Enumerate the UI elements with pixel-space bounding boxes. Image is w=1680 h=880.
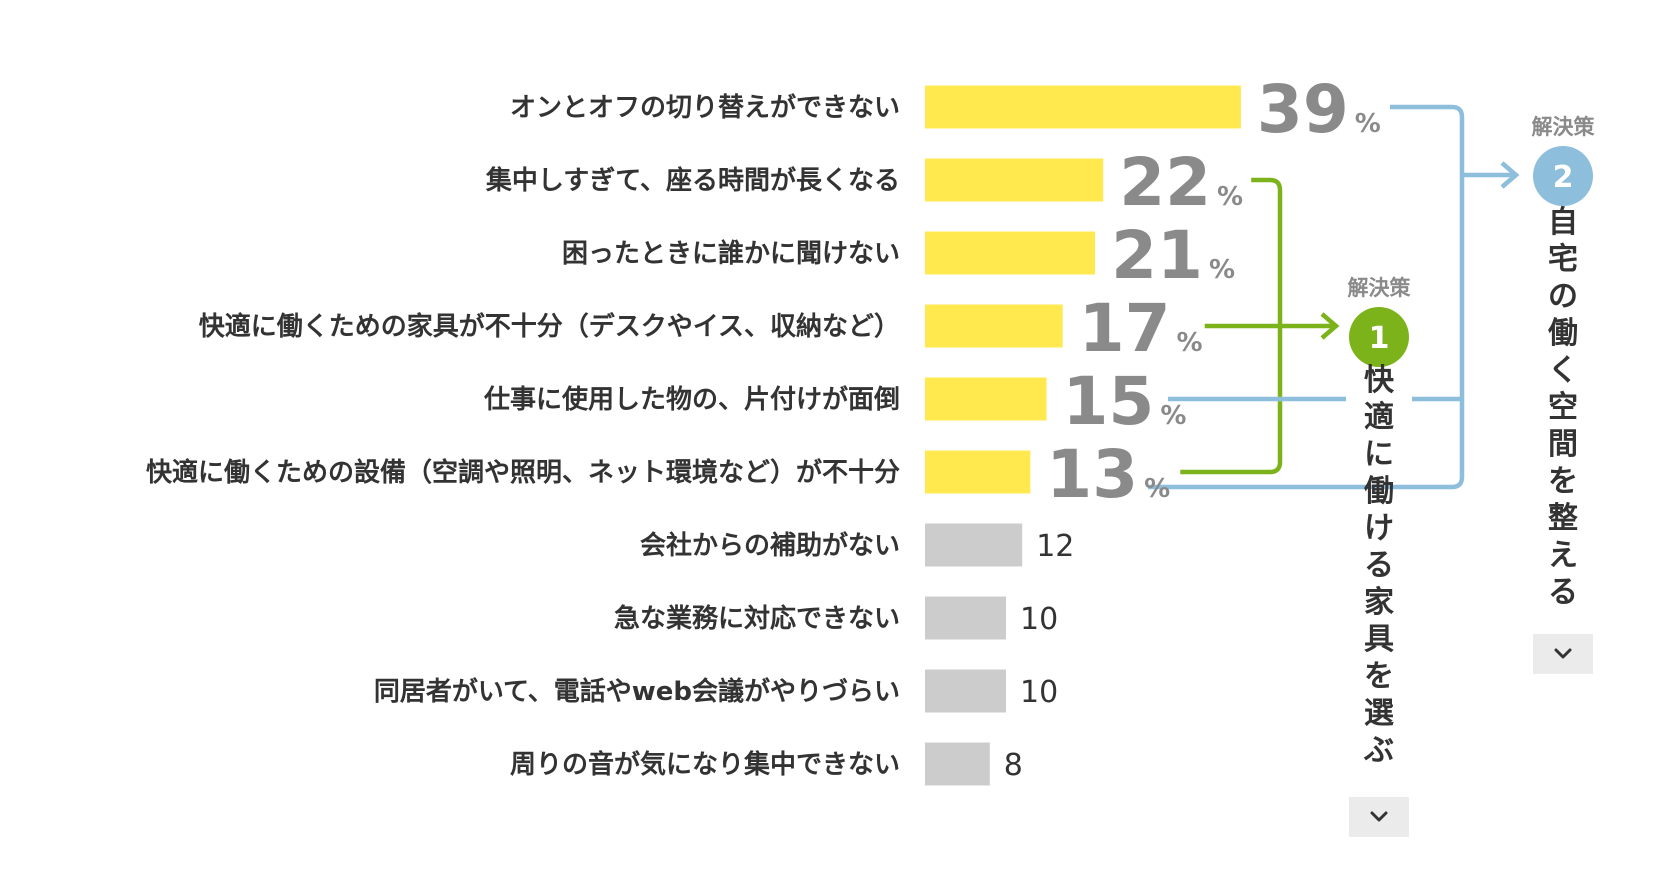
- bar-8: [925, 596, 1006, 640]
- value-number: 17: [1079, 290, 1171, 367]
- solution-2-heading: 解決策: [1532, 115, 1596, 139]
- value-number: 15: [1063, 363, 1155, 440]
- solution-2-expand-button[interactable]: [1533, 634, 1593, 674]
- solution-1-heading: 解決策: [1348, 276, 1412, 300]
- chevron-down-icon[interactable]: [1554, 648, 1572, 659]
- value-number: 22: [1119, 144, 1211, 221]
- category-label-3: 困ったときに誰かに聞けない: [562, 238, 900, 269]
- value-label-10: 8: [1004, 748, 1023, 783]
- value-label-9: 10: [1020, 675, 1058, 710]
- value-label-6: 13%: [1046, 436, 1170, 513]
- value-label-1: 39%: [1257, 71, 1381, 148]
- bar-2: [925, 158, 1104, 202]
- bar-5: [925, 377, 1047, 421]
- percent-sign: %: [1355, 109, 1381, 139]
- value-number: 13: [1046, 436, 1138, 513]
- chevron-box[interactable]: [1533, 634, 1593, 674]
- value-number: 39: [1257, 71, 1349, 148]
- percent-sign: %: [1144, 474, 1170, 504]
- value-number: 21: [1111, 217, 1203, 294]
- category-label-2: 集中しすぎて、座る時間が長くなる: [485, 165, 900, 196]
- category-label-4: 快適に働くための家具が不十分（デスクやイス、収納など）: [199, 311, 900, 342]
- solutions: 解決策 1 快適に働ける家具を選ぶ 解決策 2 自宅の働く空間を整える: [1348, 115, 1596, 837]
- percent-sign: %: [1177, 328, 1203, 358]
- solution-1-expand-button[interactable]: [1349, 797, 1409, 837]
- chevron-box[interactable]: [1349, 797, 1409, 837]
- bar-6: [925, 450, 1031, 494]
- solution-2: 解決策 2 自宅の働く空間を整える: [1532, 115, 1596, 674]
- category-label-10: 周りの音が気になり集中できない: [510, 749, 900, 780]
- solution-1-number: 1: [1369, 321, 1390, 356]
- percent-sign: %: [1160, 401, 1186, 431]
- value-label-8: 10: [1020, 602, 1058, 637]
- solution-1-arrow: [1320, 312, 1340, 340]
- solution-2-text: 自宅の働く空間を整える: [1547, 205, 1578, 610]
- bar-1: [925, 85, 1241, 129]
- solution-2-badge: [1533, 146, 1593, 206]
- category-label-9: 同居者がいて、電話やweb会議がやりづらい: [374, 676, 900, 707]
- category-label-5: 仕事に使用した物の、片付けが面倒: [483, 384, 900, 415]
- bar-7: [925, 523, 1023, 567]
- solution-2-arrow: [1500, 161, 1520, 189]
- solution-1: 解決策 1 快適に働ける家具を選ぶ: [1348, 276, 1412, 837]
- solution-1-badge: [1349, 307, 1409, 367]
- value-label-5: 15%: [1063, 363, 1187, 440]
- solution-2-number: 2: [1553, 160, 1574, 195]
- bar-10: [925, 742, 990, 786]
- bar-3: [925, 231, 1096, 275]
- bar-4: [925, 304, 1063, 348]
- solution-1-text: 快適に働ける家具を選ぶ: [1363, 363, 1395, 768]
- category-label-8: 急な業務に対応できない: [614, 603, 900, 634]
- category-label-1: オンとオフの切り替えができない: [510, 92, 900, 123]
- bar-group: [925, 85, 1241, 786]
- percent-sign: %: [1209, 255, 1235, 285]
- category-label-7: 会社からの補助がない: [640, 530, 900, 561]
- solution-2-bracket: [1346, 104, 1465, 490]
- chevron-down-icon[interactable]: [1370, 811, 1388, 822]
- category-labels: オンとオフの切り替えができない集中しすぎて、座る時間が長くなる困ったときに誰かに…: [146, 92, 900, 780]
- value-label-3: 21%: [1111, 217, 1235, 294]
- category-label-6: 快適に働くための設備（空調や照明、ネット環境など）が不十分: [146, 457, 900, 488]
- connector-lines: [1148, 104, 1520, 490]
- value-label-7: 12: [1036, 529, 1074, 564]
- percent-sign: %: [1217, 182, 1243, 212]
- bar-9: [925, 669, 1006, 713]
- value-label-2: 22%: [1119, 144, 1243, 221]
- value-label-4: 17%: [1079, 290, 1203, 367]
